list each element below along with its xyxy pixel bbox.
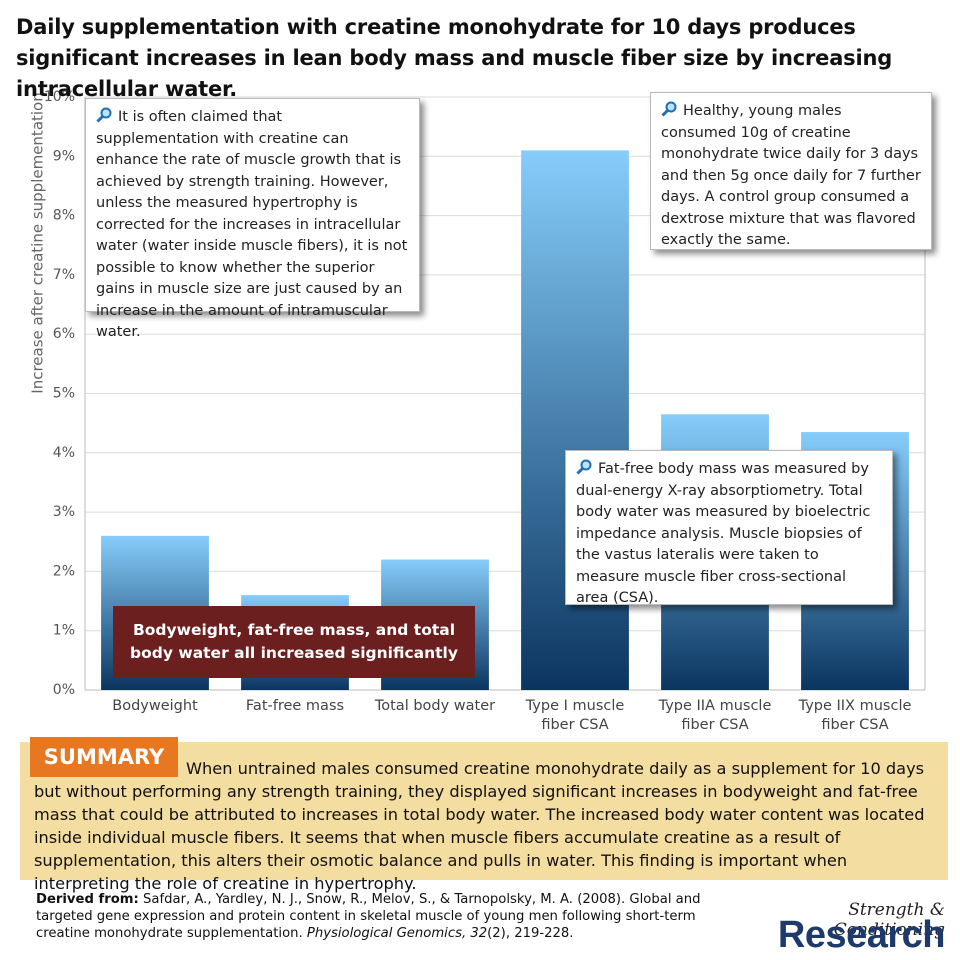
annotation-text: Healthy, young males consumed 10g of cre…	[661, 103, 921, 248]
y-tick-label: 2%	[53, 563, 75, 579]
x-tick-label: Fat-free mass	[245, 698, 345, 714]
magnifier-icon	[576, 459, 592, 475]
x-tick-label: Bodyweight	[112, 698, 198, 714]
summary-text: When untrained males consumed creatine m…	[34, 759, 925, 893]
y-tick-label: 9%	[53, 148, 75, 164]
annotation: Fat-free body mass was measured by dual-…	[565, 450, 893, 606]
summary-label: SUMMARY	[30, 737, 178, 777]
y-tick-label: 0%	[53, 682, 75, 698]
x-tick-label: Type I muscle fiber CSA	[525, 698, 625, 733]
citation-journal: Physiological Genomics, 32	[306, 926, 488, 941]
x-tick-label: Type IIX muscle fiber CSA	[798, 698, 912, 733]
callout: Bodyweight, fat-free mass, and total bod…	[113, 606, 475, 678]
annotation-text: It is often claimed that supplementation…	[96, 109, 408, 340]
y-tick-label: 4%	[53, 445, 75, 461]
logo-tagline: Strength & Conditioning	[833, 900, 945, 940]
y-tick-label: 5%	[53, 386, 75, 402]
annotation: Healthy, young males consumed 10g of cre…	[650, 92, 932, 250]
citation-text: Safdar, A., Yardley, N. J., Snow, R., Me…	[36, 892, 701, 941]
magnifier-icon	[96, 107, 112, 123]
magnifier-icon	[661, 101, 677, 117]
y-tick-label: 3%	[53, 504, 75, 520]
y-tick-label: 7%	[53, 267, 75, 283]
y-tick-label: 8%	[53, 208, 75, 224]
citation-lead: Derived from:	[36, 892, 139, 907]
annotation: It is often claimed that supplementation…	[85, 98, 420, 340]
citation-rest: (2), 219-228.	[487, 926, 574, 941]
y-tick-label: 6%	[53, 326, 75, 342]
y-tick-label: 10%	[44, 89, 75, 105]
logo-name: Research	[777, 914, 946, 956]
x-tick-label: Type IIA muscle fiber CSA	[658, 698, 772, 733]
annotation-text: Fat-free body mass was measured by dual-…	[576, 461, 871, 606]
x-tick-label: Total body water	[374, 698, 496, 714]
chart-title: Daily supplementation with creatine mono…	[16, 15, 893, 101]
callout-text: Bodyweight, fat-free mass, and total bod…	[130, 621, 458, 662]
y-axis-label: Increase after creatine supplementation	[29, 92, 47, 393]
y-tick-label: 1%	[53, 623, 75, 639]
citation: Derived from: Safdar, A., Yardley, N. J.…	[36, 891, 736, 942]
